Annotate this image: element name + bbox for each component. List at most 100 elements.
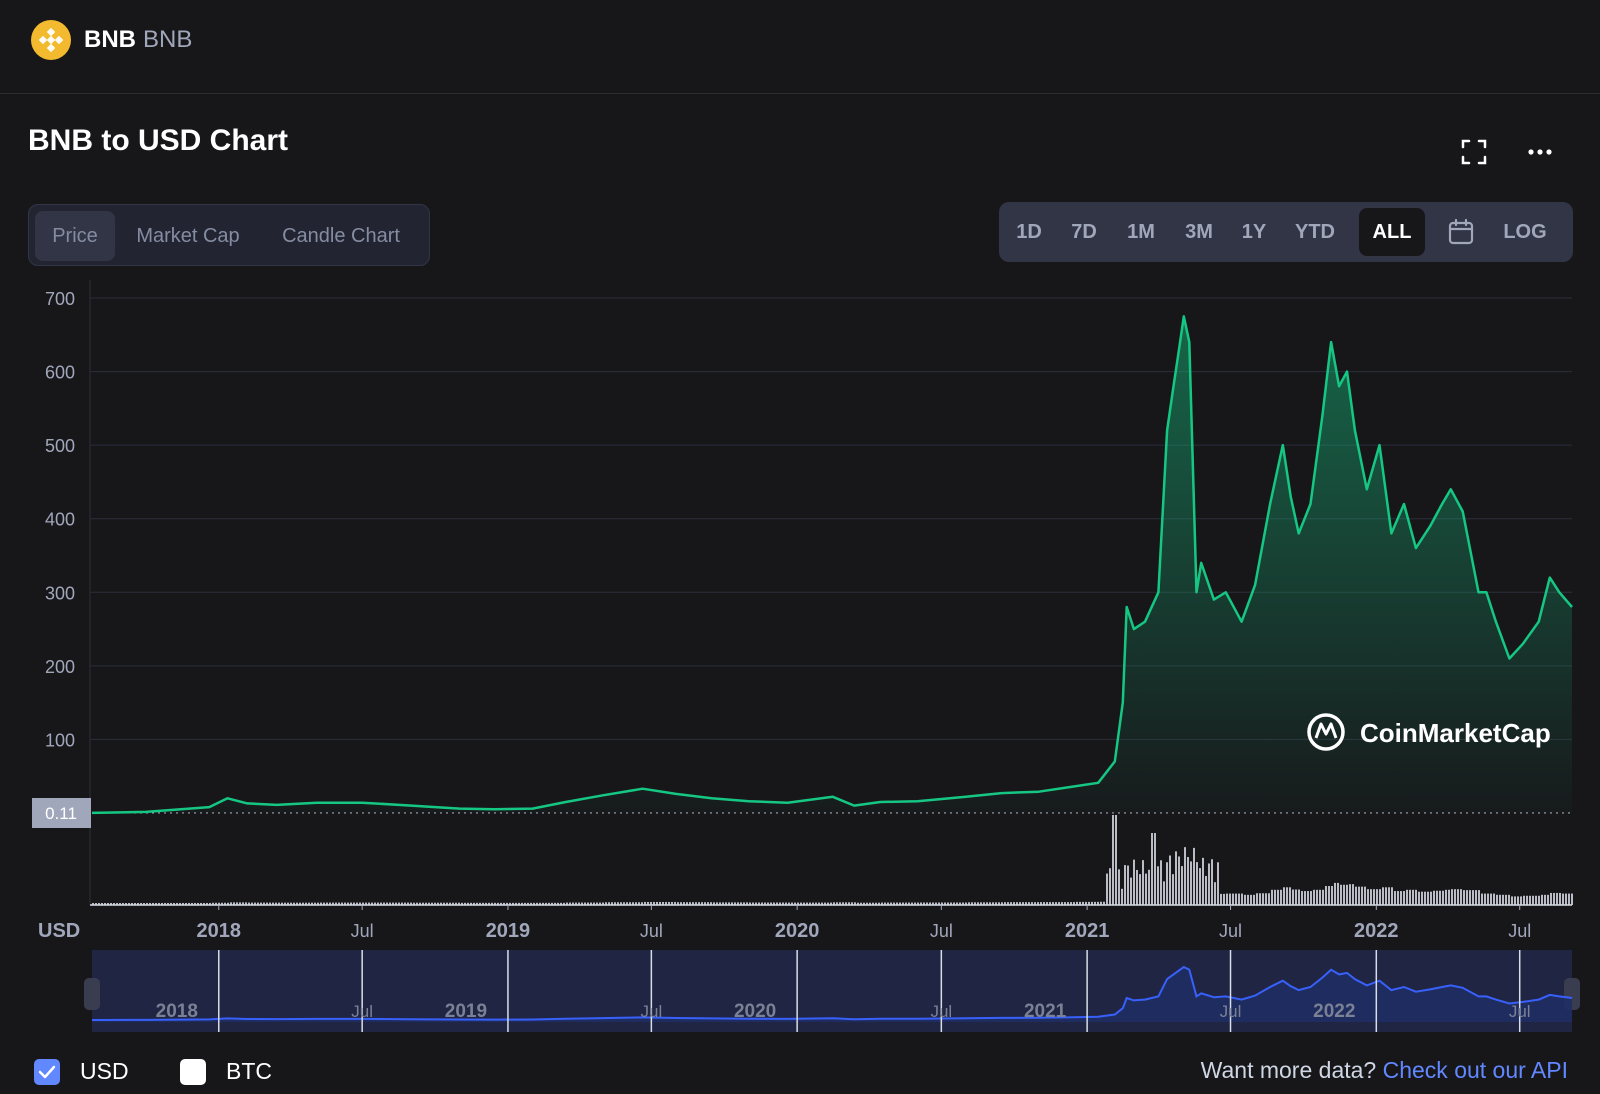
volume-bar (338, 902, 340, 905)
volume-bar (1052, 902, 1054, 905)
volume-bar (413, 902, 415, 905)
volume-bar (1445, 889, 1447, 905)
volume-bar (722, 902, 724, 905)
volume-bar (674, 901, 676, 905)
volume-bar (263, 902, 265, 905)
volume-bar (1334, 882, 1336, 905)
volume-bar (176, 902, 178, 905)
volume-bar (1370, 889, 1372, 905)
volume-bar (965, 902, 967, 905)
volume-bar (1541, 894, 1543, 905)
tab-price[interactable]: Price (35, 211, 115, 261)
range-1m[interactable]: 1M (1127, 221, 1155, 243)
log-toggle[interactable]: LOG (1503, 221, 1547, 243)
volume-bar (1316, 889, 1318, 905)
volume-bar (1067, 902, 1069, 905)
volume-bar (1367, 889, 1369, 905)
fullscreen-icon[interactable] (1456, 134, 1492, 170)
volume-bar (1223, 893, 1225, 905)
range-3m[interactable]: 3M (1185, 221, 1213, 243)
volume-bar (536, 902, 538, 905)
price-chart[interactable]: 100 200 300 400 500 600 700 2018 Jul 2019 Jul 2020… (0, 280, 1600, 950)
volume-bar (431, 902, 433, 905)
volume-bar (1328, 886, 1330, 905)
volume-bar (395, 902, 397, 905)
y-tick-label: 100 (45, 730, 75, 750)
volume-bar (1220, 893, 1222, 905)
volume-bar (581, 902, 583, 905)
volume-bar (617, 902, 619, 905)
volume-bar (1046, 902, 1048, 905)
volume-bar (803, 902, 805, 905)
volume-bar (788, 902, 790, 905)
volume-bar (836, 902, 838, 905)
y-tick-label: 300 (45, 583, 75, 603)
volume-bar (563, 902, 565, 905)
volume-bar (890, 902, 892, 905)
volume-bar (524, 902, 526, 905)
volume-bar (158, 902, 160, 905)
volume-bar (440, 902, 442, 905)
volume-bar (416, 902, 418, 905)
btc-checkbox[interactable] (180, 1059, 206, 1085)
volume-bar (671, 901, 673, 905)
range-1d[interactable]: 1D (1016, 221, 1042, 243)
volume-bar (359, 902, 361, 905)
volume-bar (1001, 902, 1003, 905)
navigator-tick-label: 2018 (156, 1001, 198, 1022)
volume-bar (743, 902, 745, 905)
volume-bar (1121, 888, 1123, 905)
volume-bar (278, 902, 280, 905)
volume-bar (482, 902, 484, 905)
volume-bar (1502, 894, 1504, 905)
volume-bar (665, 901, 667, 905)
api-link[interactable]: Check out our API (1382, 1057, 1568, 1083)
more-horizontal-icon[interactable] (1522, 134, 1558, 170)
volume-bar (1343, 884, 1345, 905)
navigator-tick-label: Jul (1509, 1002, 1531, 1021)
volume-bar (1037, 902, 1039, 905)
volume-bar (1202, 857, 1204, 905)
volume-bar (485, 902, 487, 905)
volume-bar (1520, 896, 1522, 905)
volume-bar (1571, 893, 1573, 905)
volume-bar (1529, 895, 1531, 905)
usd-checkbox[interactable] (34, 1059, 60, 1085)
volume-bar (1265, 893, 1267, 905)
range-ytd[interactable]: YTD (1295, 221, 1335, 243)
volume-bar (1262, 893, 1264, 905)
volume-bar (458, 902, 460, 905)
range-1y[interactable]: 1Y (1241, 221, 1267, 243)
range-navigator[interactable]: 2018 Jul 2019 Jul 2020 Jul 2021 Jul 2022 Jul (84, 950, 1584, 1040)
volume-bar (545, 902, 547, 905)
x-tick-label: 2021 (1065, 920, 1110, 942)
tab-candle-chart[interactable]: Candle Chart (282, 225, 400, 247)
volume-bar (737, 902, 739, 905)
volume-bar (1427, 891, 1429, 905)
volume-bar (1313, 889, 1315, 905)
volume-bar (410, 902, 412, 905)
calendar-icon[interactable] (1443, 214, 1479, 250)
volume-bar (1196, 862, 1198, 905)
volume-bar (854, 902, 856, 905)
volume-bar (887, 902, 889, 905)
volume-bar (944, 902, 946, 905)
volume-bar (296, 902, 298, 905)
range-all[interactable]: ALL (1359, 208, 1425, 256)
volume-bar (1352, 884, 1354, 905)
volume-bar (611, 902, 613, 905)
volume-bar (698, 902, 700, 905)
range-7d[interactable]: 7D (1071, 221, 1097, 243)
volume-bar (1463, 890, 1465, 905)
volume-bar (1244, 894, 1246, 905)
volume-bar (1097, 901, 1099, 905)
volume-bar (770, 902, 772, 905)
currency-axis-label: USD (38, 920, 80, 942)
volume-bar (1043, 902, 1045, 905)
volume-bar (1568, 893, 1570, 905)
tab-market-cap[interactable]: Market Cap (136, 225, 240, 247)
volume-bar (377, 902, 379, 905)
volume-bar (1565, 893, 1567, 905)
volume-bar (935, 902, 937, 905)
volume-bar (398, 902, 400, 905)
